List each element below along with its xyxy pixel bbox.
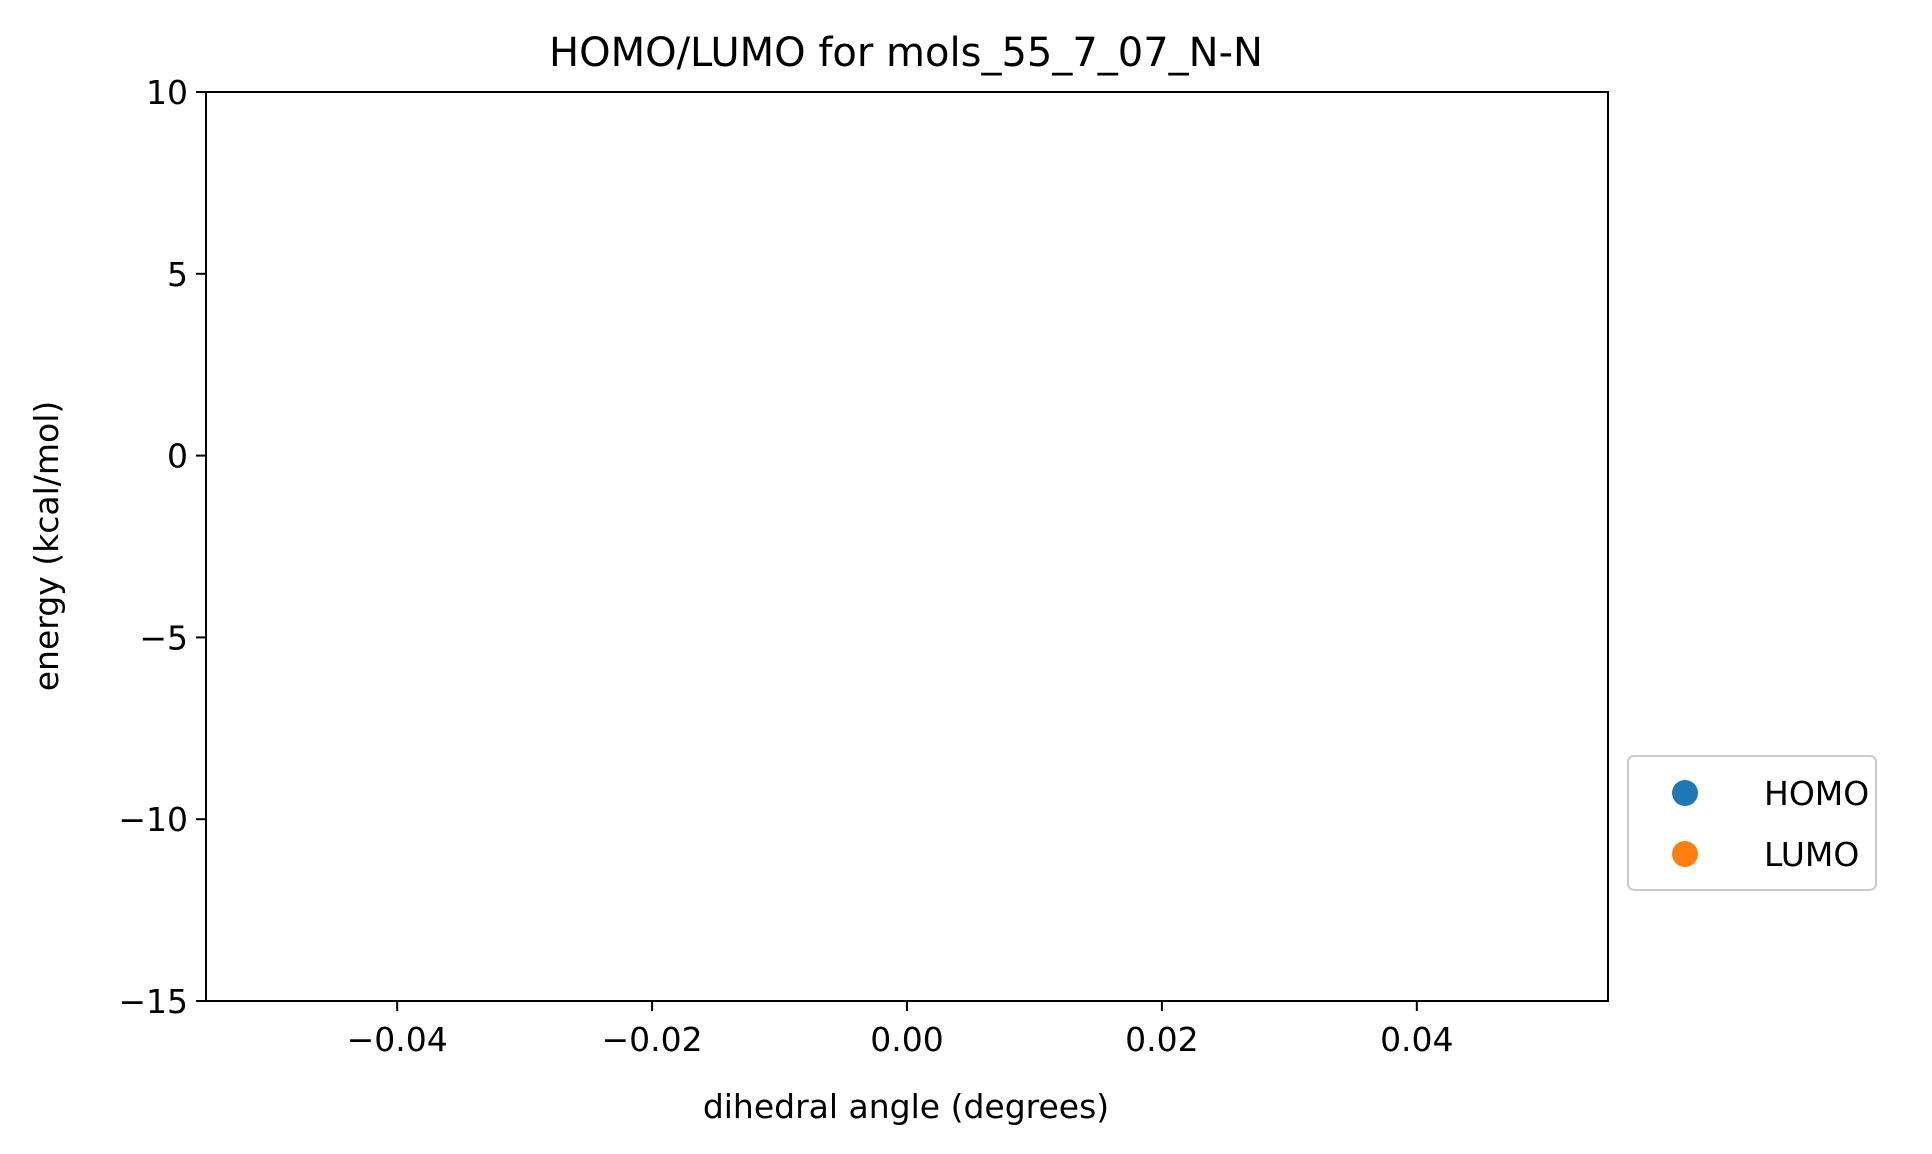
plot-area (206, 92, 1608, 1001)
y-tick-label: 0 (167, 437, 188, 476)
x-tick-label: −0.02 (602, 1020, 703, 1059)
x-tick-label: 0.02 (1125, 1020, 1198, 1059)
y-tick-label: 5 (167, 255, 188, 294)
y-tick-label: −10 (118, 800, 188, 839)
x-axis-ticks: −0.04 −0.02 0.00 0.02 0.04 (347, 1001, 1454, 1059)
y-axis-label: energy (kcal/mol) (27, 401, 66, 692)
x-tick-label: 0.04 (1380, 1020, 1453, 1059)
legend-label-homo: HOMO (1764, 774, 1869, 813)
x-axis-label: dihedral angle (degrees) (703, 1087, 1109, 1126)
y-tick-label: −5 (139, 618, 188, 657)
legend-items: HOMO LUMO (1672, 774, 1869, 874)
legend-marker-lumo (1672, 841, 1698, 867)
y-tick-label: 10 (146, 73, 188, 112)
legend-marker-homo (1672, 780, 1698, 806)
legend: HOMO LUMO (1627, 755, 1877, 891)
y-tick-label: −15 (118, 982, 188, 1021)
chart-title: HOMO/LUMO for mols_55_7_07_N-N (549, 30, 1263, 76)
y-axis-ticks: 10 5 0 −5 −10 −15 (118, 73, 206, 1021)
x-tick-label: −0.04 (347, 1020, 448, 1059)
legend-label-lumo: LUMO (1764, 835, 1859, 874)
x-tick-label: 0.00 (870, 1020, 943, 1059)
